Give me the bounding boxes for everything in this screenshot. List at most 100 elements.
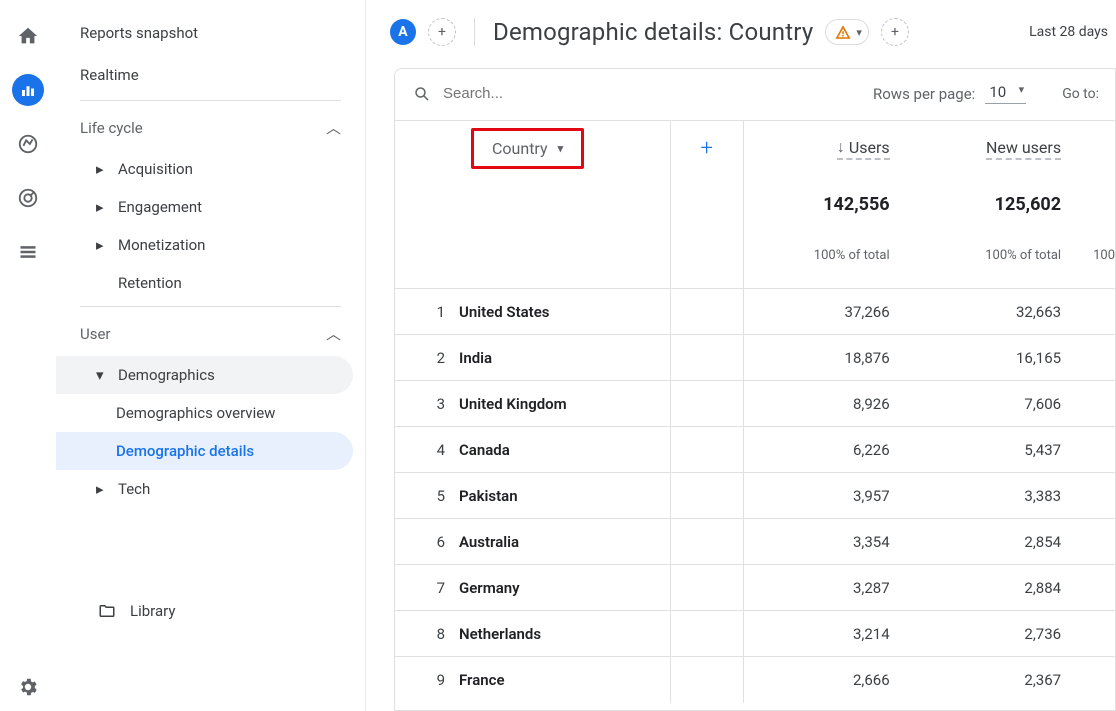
search-input[interactable] [443, 85, 643, 102]
row-new-users: 16,165 [916, 335, 1087, 381]
row-new-users: 2,736 [916, 611, 1087, 657]
row-index: 4 [395, 427, 459, 473]
sidebar-item-engagement[interactable]: ▸ Engagement [56, 188, 365, 226]
segment-badge[interactable]: A [390, 19, 416, 45]
row-country: Pakistan [459, 473, 670, 519]
sidebar-item-library[interactable]: Library [56, 588, 365, 634]
rows-per-page: Rows per page: 10 [873, 83, 1026, 104]
row-index: 7 [395, 565, 459, 611]
caret-right-icon: ▸ [96, 236, 106, 254]
table-row[interactable]: 6Australia 3,3542,854 [395, 519, 1115, 565]
caret-down-icon: ▾ [96, 366, 106, 384]
row-new-users: 2,367 [916, 657, 1087, 703]
customize-report-button[interactable]: + [881, 18, 909, 46]
dimension-selector[interactable]: Country ▾ [471, 128, 584, 169]
divider [474, 18, 475, 46]
sidebar-section-lifecycle[interactable]: Life cycle ︿ [56, 105, 365, 150]
data-table: Country ▾ + ↓ Users [395, 120, 1115, 703]
column-header-users[interactable]: ↓ Users [837, 137, 890, 160]
table-row[interactable]: 5Pakistan3,9573,383 [395, 473, 1115, 519]
row-index: 3 [395, 381, 459, 427]
chevron-up-icon: ︿ [326, 323, 341, 344]
row-users: 8,926 [743, 381, 915, 427]
sidebar-item-tech[interactable]: ▸Tech [56, 470, 365, 508]
caret-right-icon: ▸ [96, 480, 106, 498]
divider [80, 306, 341, 307]
row-index: 8 [395, 611, 459, 657]
table-row[interactable]: 7Germany3,2872,884 [395, 565, 1115, 611]
sort-down-icon: ↓ [837, 137, 845, 157]
table-row[interactable]: 4Canada6,2265,437 [395, 427, 1115, 473]
row-country: United States [459, 289, 670, 335]
sidebar-item-reports-snapshot[interactable]: Reports snapshot [56, 12, 365, 54]
thresholding-warning-chip[interactable]: ▾ [825, 19, 869, 45]
sidebar-item-label: Engagement [118, 198, 202, 216]
row-index: 9 [395, 657, 459, 703]
sidebar: Reports snapshot Realtime Life cycle ︿ ▸… [56, 0, 366, 711]
row-users: 3,214 [743, 611, 915, 657]
row-new-users: 2,854 [916, 519, 1087, 565]
explore-icon[interactable] [12, 128, 44, 160]
folder-icon [98, 602, 116, 620]
total-extra-pct: 100 [1087, 233, 1115, 289]
sidebar-item-label: Retention [118, 274, 182, 292]
table-row[interactable]: 9France2,6662,367 [395, 657, 1115, 703]
rows-per-page-label: Rows per page: [873, 85, 975, 103]
advertising-icon[interactable] [12, 182, 44, 214]
row-users: 3,287 [743, 565, 915, 611]
row-new-users: 32,663 [916, 289, 1087, 335]
sidebar-item-label: Library [130, 602, 175, 620]
configure-icon[interactable] [12, 236, 44, 268]
sidebar-item-demographics[interactable]: ▾Demographics [56, 356, 353, 394]
sidebar-item-monetization[interactable]: ▸Monetization [56, 226, 365, 264]
sidebar-item-label: Acquisition [118, 160, 193, 178]
icon-rail [0, 0, 56, 711]
sidebar-section-user[interactable]: User ︿ [56, 311, 365, 356]
row-country: United Kingdom [459, 381, 670, 427]
row-new-users: 3,383 [916, 473, 1087, 519]
add-dimension-button[interactable]: + [700, 136, 712, 161]
table-row[interactable]: 3United Kingdom 8,9267,606 [395, 381, 1115, 427]
rows-per-page-select[interactable]: 10 [985, 83, 1026, 104]
row-index: 2 [395, 335, 459, 381]
row-users: 6,226 [743, 427, 915, 473]
warning-icon [834, 23, 852, 41]
row-country: France [459, 657, 670, 703]
search-icon [413, 85, 431, 103]
caret-right-icon: ▸ [96, 198, 106, 216]
sidebar-item-acquisition[interactable]: ▸Acquisition [56, 150, 365, 188]
page-title: Demographic details: Country [493, 18, 813, 46]
sidebar-item-demographics-overview[interactable]: Demographics overview [56, 394, 365, 432]
row-users: 3,354 [743, 519, 915, 565]
main: A + Demographic details: Country ▾ + Las… [366, 0, 1116, 711]
total-users-pct: 100% of total [743, 233, 915, 289]
chevron-up-icon: ︿ [326, 117, 341, 138]
row-country: India [459, 335, 670, 381]
row-users: 18,876 [743, 335, 915, 381]
sidebar-item-retention[interactable]: Retention [56, 264, 365, 302]
row-index: 6 [395, 519, 459, 565]
row-users: 37,266 [743, 289, 915, 335]
column-header-new-users[interactable]: New users [986, 138, 1061, 160]
table-row[interactable]: 1United States37,26632,663 [395, 289, 1115, 335]
date-range[interactable]: Last 28 days [1029, 24, 1108, 40]
table-row[interactable]: 8Netherlands 3,2142,736 [395, 611, 1115, 657]
column-label: Users [849, 138, 890, 157]
gear-icon[interactable] [12, 671, 44, 703]
total-new-users: 125,602 [916, 177, 1087, 233]
divider [80, 100, 341, 101]
row-users: 3,957 [743, 473, 915, 519]
table-row[interactable]: 2India 18,87616,165 [395, 335, 1115, 381]
reports-icon[interactable] [12, 74, 44, 106]
dimension-label: Country [492, 139, 548, 158]
row-country: Netherlands [459, 611, 670, 657]
row-new-users: 7,606 [916, 381, 1087, 427]
row-country: Australia [459, 519, 670, 565]
total-new-users-pct: 100% of total [916, 233, 1087, 289]
sidebar-item-realtime[interactable]: Realtime [56, 54, 365, 96]
add-comparison-button[interactable]: + [428, 18, 456, 46]
home-icon[interactable] [12, 20, 44, 52]
chevron-down-icon: ▾ [856, 26, 862, 39]
goto-label: Go to: [1062, 86, 1099, 102]
sidebar-item-demographic-details[interactable]: Demographic details [56, 432, 353, 470]
